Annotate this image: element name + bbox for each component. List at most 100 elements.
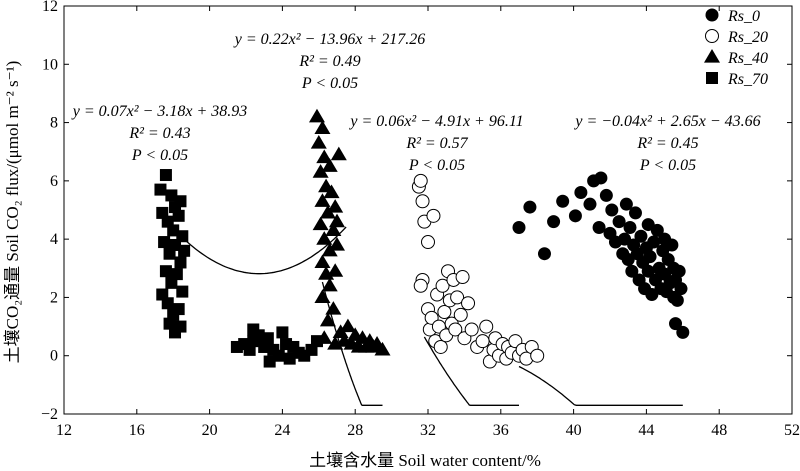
data-point	[421, 235, 435, 250]
data-point	[330, 146, 347, 161]
data-point	[647, 235, 661, 249]
data-point	[623, 220, 637, 234]
legend-label: Rs_70	[727, 71, 768, 88]
legend-item-rs-70: Rs_70	[706, 71, 768, 88]
fit-curve-rs-40	[321, 281, 383, 406]
x-tick-label: 32	[420, 422, 436, 439]
y-tick-label: 2	[50, 289, 58, 306]
data-point	[568, 209, 582, 223]
data-point	[672, 264, 686, 278]
data-point	[261, 332, 274, 345]
data-point	[625, 264, 639, 278]
series-rs-40	[308, 108, 391, 356]
data-point	[450, 290, 465, 305]
x-tick-label: 20	[202, 422, 218, 439]
data-point	[415, 194, 430, 209]
data-point	[475, 334, 490, 349]
data-point	[316, 149, 333, 164]
data-point	[592, 220, 606, 234]
fit-equation: y = 0.06x² − 4.91x + 96.11	[348, 113, 523, 130]
data-point	[327, 263, 344, 277]
data-point	[634, 229, 648, 243]
data-point	[512, 220, 526, 234]
data-point	[574, 186, 588, 200]
legend-label: Rs_20	[727, 29, 768, 46]
x-tick-label: 44	[638, 422, 654, 439]
data-point	[325, 222, 342, 236]
annotation-rs-20: y = 0.06x² − 4.91x + 96.11 R² = 0.57 P < 0…	[348, 113, 523, 174]
fit-equation: y = 0.22x² − 13.96x + 217.26	[233, 31, 426, 48]
data-point	[594, 171, 608, 185]
data-point	[448, 322, 463, 337]
x-tick-label: 28	[347, 422, 363, 439]
data-point	[165, 189, 178, 202]
y-tick-label: 4	[50, 231, 58, 248]
data-point	[612, 215, 626, 229]
data-point	[674, 282, 688, 296]
data-point	[523, 200, 537, 214]
data-point	[312, 216, 329, 231]
series-rs-0	[512, 171, 690, 339]
data-point	[583, 197, 597, 211]
data-point	[154, 183, 167, 196]
p-value: P < 0.05	[408, 157, 465, 174]
x-axis: 12 16 20 24 28 32 36 40 44 48 52	[56, 6, 800, 439]
fit-equation: y = 0.07x² − 3.18x + 38.93	[71, 103, 248, 120]
p-value: P < 0.05	[131, 147, 188, 164]
data-point	[537, 247, 551, 261]
y-tick-label: 12	[42, 0, 58, 15]
data-point	[530, 348, 545, 363]
equation-annotations: y = −0.04x² + 2.65x − 43.66 R² = 0.45 P < …	[71, 31, 761, 174]
data-point	[169, 238, 182, 251]
data-point	[670, 293, 684, 307]
data-point	[433, 339, 448, 354]
data-point	[461, 296, 476, 311]
data-point	[464, 322, 479, 337]
legend-item-rs-40: Rs_40	[704, 49, 768, 67]
r-squared: R² = 0.45	[636, 135, 698, 152]
data-point	[308, 108, 325, 123]
data-point	[314, 254, 331, 269]
x-tick-label: 16	[129, 422, 145, 439]
data-point	[283, 352, 296, 365]
fit-curve-rs-20	[423, 336, 519, 406]
data-point	[247, 323, 260, 336]
data-point	[172, 303, 185, 316]
fit-curve-rs-70	[159, 213, 347, 275]
data-point	[174, 195, 187, 208]
data-point	[547, 215, 561, 229]
data-point	[619, 197, 633, 211]
data-point	[316, 231, 333, 245]
y-axis-label: 土壤CO₂通量 Soil CO₂ flux/(μmol m⁻² s⁻¹)	[2, 61, 22, 364]
data-point	[643, 250, 657, 264]
r-squared: R² = 0.43	[128, 125, 190, 142]
data-point	[158, 236, 171, 249]
data-point	[276, 326, 289, 339]
data-point	[314, 193, 331, 207]
data-point	[329, 236, 345, 251]
data-point	[174, 320, 187, 333]
x-tick-label: 40	[566, 422, 582, 439]
data-point	[669, 317, 683, 331]
data-point	[272, 349, 285, 362]
data-point	[323, 184, 340, 199]
x-tick-label: 12	[56, 422, 72, 439]
data-point	[599, 188, 613, 202]
data-point	[628, 206, 642, 220]
y-tick-label: −2	[41, 406, 58, 423]
data-points	[154, 108, 690, 369]
data-point	[178, 244, 191, 257]
y-tick-label: 10	[42, 56, 58, 73]
data-point	[310, 134, 327, 149]
y-tick-label: 8	[50, 115, 58, 132]
y-tick-label: 0	[50, 348, 58, 365]
legend-item-rs-0: Rs_0	[705, 8, 760, 25]
fit-equation: y = −0.04x² + 2.65x − 43.66	[573, 113, 760, 130]
data-point	[641, 264, 655, 278]
data-point	[329, 213, 345, 228]
x-axis-label: 土壤含水量 Soil water content/%	[309, 450, 541, 470]
series-rs-20	[411, 173, 545, 369]
data-point	[312, 164, 329, 178]
data-point	[325, 301, 342, 315]
